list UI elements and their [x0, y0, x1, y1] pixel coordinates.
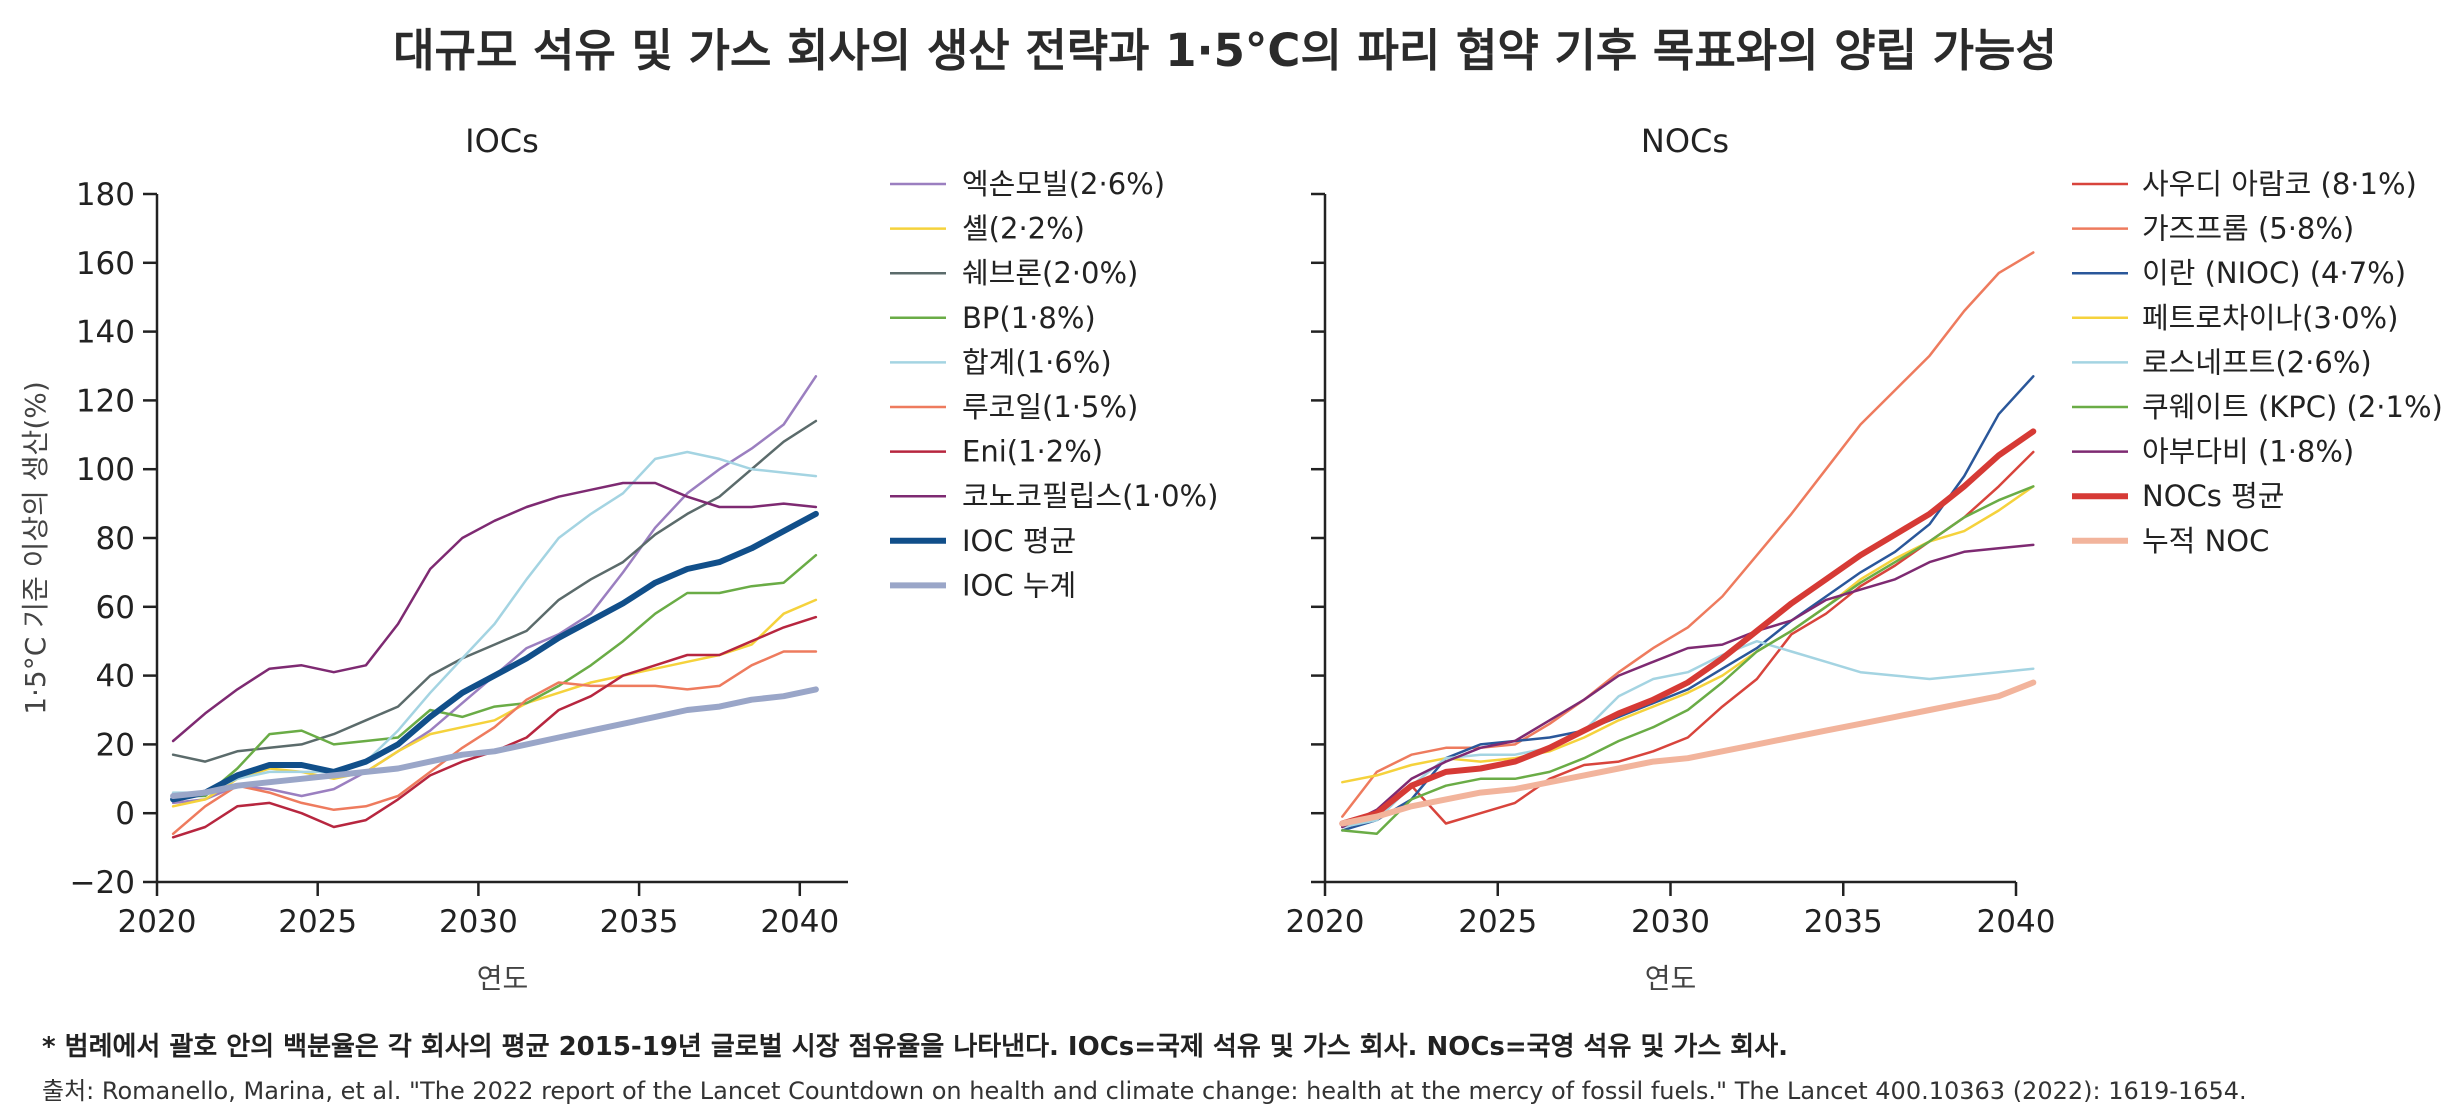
noc-legend-label-3: 페트로차이나(3·0%): [2142, 301, 2398, 335]
ioc-legend-label-2: 쉐브론(2·0%): [962, 256, 1138, 290]
noc-legend-label-2: 이란 (NIOC) (4·7%): [2142, 256, 2406, 290]
ioc-legend-label-3: BP(1·8%): [962, 301, 1096, 335]
noc-x-tick-label: 2040: [1977, 904, 2056, 940]
noc-x-tick-label: 2025: [1458, 904, 1537, 940]
ioc-x-tick-label: 2025: [278, 904, 357, 940]
ioc-legend-label-6: Eni(1·2%): [962, 435, 1103, 469]
noc-legend-label-5: 쿠웨이트 (KPC) (2·1%): [2142, 390, 2443, 424]
ioc-series-line-5: [171, 650, 818, 836]
ioc-y-tick-label: 20: [96, 727, 135, 763]
ioc-subplot-title: IOCs: [465, 122, 539, 160]
ioc-y-tick-label: 160: [76, 246, 135, 282]
noc-legend-label-7: NOCs 평균: [2142, 479, 2284, 513]
ioc-series-line-7: [171, 481, 818, 743]
ioc-x-tick-label: 2035: [600, 904, 679, 940]
footnote: * 범례에서 괄호 안의 백분율은 각 회사의 평균 2015-19년 글로벌 …: [42, 1032, 1789, 1062]
ioc-legend-label-8: IOC 평균: [962, 524, 1076, 558]
page-title: 대규모 석유 및 가스 회사의 생산 전략과 1·5°C의 파리 협약 기후 목…: [393, 24, 2057, 77]
noc-subplot-title: NOCs: [1641, 122, 1729, 160]
ioc-series-line-8: [170, 510, 819, 803]
noc-series-line-5: [1341, 485, 2035, 836]
noc-x-tick-label: 2035: [1804, 904, 1883, 940]
ioc-x-axis-label: 연도: [477, 962, 529, 995]
noc-legend-label-0: 사우디 아람코 (8·1%): [2142, 167, 2417, 201]
ioc-legend-label-0: 엑손모빌(2·6%): [962, 167, 1165, 201]
ioc-series-line-3: [171, 553, 818, 798]
ioc-y-tick-label: 80: [96, 521, 135, 557]
noc-x-tick-label: 2020: [1286, 904, 1365, 940]
noc-legend-label-6: 아부다비 (1·8%): [2142, 435, 2354, 469]
noc-x-tick-label: 2030: [1631, 904, 1710, 940]
ioc-series-line-9: [170, 686, 819, 799]
noc-legend-label-4: 로스네프트(2·6%): [2142, 345, 2372, 379]
ioc-y-tick-label: 100: [76, 452, 135, 488]
ioc-y-tick-label: −20: [70, 865, 135, 901]
ioc-series-line-1: [171, 598, 818, 808]
noc-series-line-1: [1341, 251, 2035, 818]
ioc-y-tick-label: 140: [76, 315, 135, 351]
ioc-y-tick-label: 120: [76, 383, 135, 419]
noc-x-axis-label: 연도: [1645, 962, 1697, 995]
ioc-y-tick-label: 180: [76, 177, 135, 213]
ioc-legend-label-4: 합계(1·6%): [962, 345, 1112, 379]
noc-legend-label-8: 누적 NOC: [2142, 524, 2269, 558]
ioc-legend-label-9: IOC 누계: [962, 568, 1076, 602]
noc-line-chart: NOCs 2020 2025 2030 2035 2040 연도 사우디 아람코 (8·1%)…: [1286, 122, 2443, 995]
noc-series-line-8: [1339, 679, 2037, 827]
ioc-y-axis-label: 1·5°C 기준 이상의 생산(%): [19, 381, 52, 715]
ioc-y-tick-label: 60: [96, 590, 135, 626]
ioc-x-tick-label: 2040: [760, 904, 839, 940]
ioc-y-tick-label: 0: [115, 796, 135, 832]
ioc-y-tick-label: 40: [96, 659, 135, 695]
ioc-legend-label-5: 루코일(1·5%): [962, 390, 1138, 424]
ioc-series-line-4: [171, 450, 818, 794]
ioc-x-tick-label: 2030: [439, 904, 518, 940]
ioc-x-tick-label: 2020: [118, 904, 197, 940]
noc-series-line-2: [1341, 375, 2035, 832]
noc-series-line-7: [1339, 428, 2037, 827]
noc-legend-label-1: 가즈프롬 (5·8%): [2142, 212, 2354, 246]
source-citation: 출처: Romanello, Marina, et al. "The 2022 …: [42, 1077, 2247, 1105]
noc-series-line-6: [1341, 543, 2035, 829]
ioc-legend-label-1: 셸(2·2%): [962, 212, 1085, 246]
ioc-legend-label-7: 코노코필립스(1·0%): [962, 479, 1218, 513]
